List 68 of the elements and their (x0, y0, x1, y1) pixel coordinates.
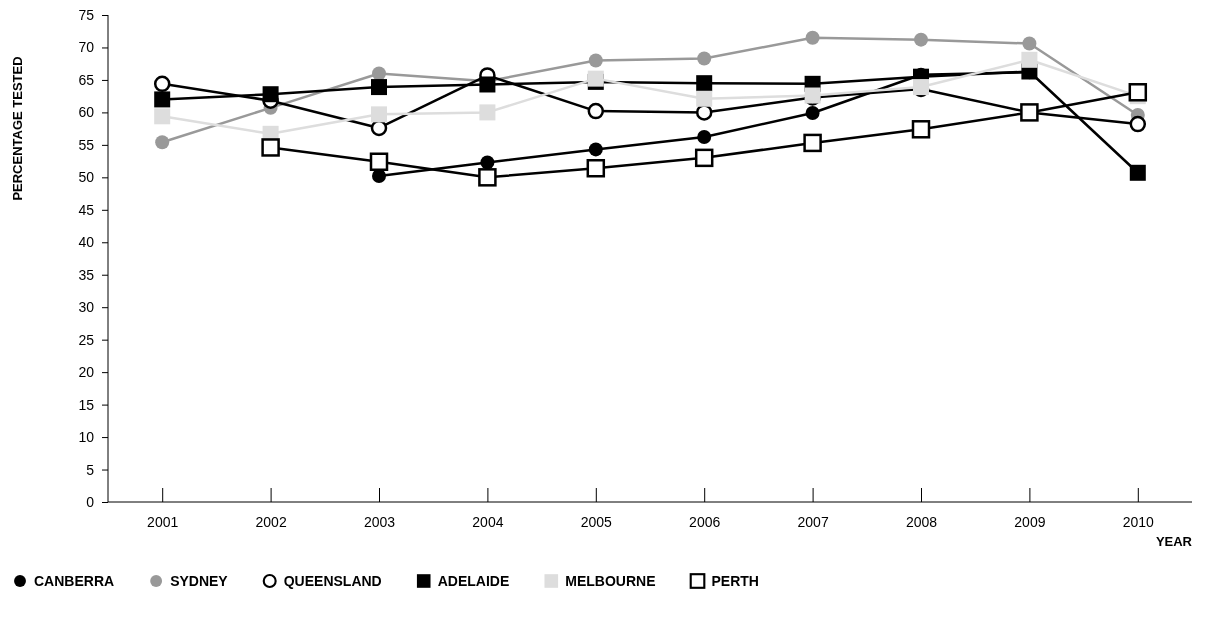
point (478, 168, 497, 187)
y-tick-label: 25 (78, 331, 95, 348)
x-tick-label: 2002 (255, 514, 287, 531)
y-tick-label: 75 (78, 6, 95, 23)
point (1129, 164, 1146, 181)
legend-label: QUEENSLAND (283, 572, 382, 589)
legend-label: MELBOURNE (565, 572, 656, 589)
x-tick-label: 2008 (905, 514, 938, 531)
x-tick-label: 2007 (797, 514, 829, 531)
x-tick-label: 2004 (472, 514, 504, 531)
point (1022, 36, 1037, 51)
point (262, 86, 279, 103)
point (803, 133, 822, 153)
x-tick-label: 2009 (1014, 514, 1046, 531)
point (588, 142, 603, 157)
point (154, 108, 171, 125)
point (696, 75, 713, 92)
y-tick-label: 45 (78, 201, 95, 218)
point (369, 152, 389, 171)
y-tick-label: 65 (78, 71, 95, 88)
point (371, 106, 387, 123)
point (371, 79, 387, 96)
x-tick-label: 2001 (147, 514, 179, 531)
legend-label: SYDNEY (170, 572, 229, 589)
point (588, 53, 603, 68)
point (805, 30, 820, 45)
y-tick-label: 50 (78, 169, 95, 186)
point (697, 51, 712, 66)
y-tick-label: 35 (78, 266, 95, 283)
point (911, 120, 931, 139)
point (914, 32, 928, 47)
point (154, 91, 171, 108)
point (587, 102, 605, 120)
point (479, 76, 496, 93)
point (694, 148, 714, 168)
point (1021, 51, 1038, 68)
y-tick-label: 15 (78, 396, 95, 413)
y-tick-label: 0 (86, 493, 95, 510)
point (479, 104, 496, 121)
x-tick-label: 2010 (1122, 514, 1155, 531)
point (805, 106, 820, 121)
point (480, 155, 495, 170)
legend-label: CANBERRA (34, 572, 115, 589)
y-axis-title: PERCENTAGE TESTED (10, 56, 25, 201)
point (155, 135, 170, 150)
x-tick-label: 2006 (689, 514, 721, 531)
y-tick-label: 10 (78, 429, 95, 446)
y-tick-label: 55 (78, 136, 95, 153)
y-tick-label: 40 (78, 234, 95, 251)
y-tick-label: 30 (78, 299, 95, 316)
point (372, 169, 386, 184)
legend-label: ADELAIDE (437, 572, 510, 589)
x-axis-title: YEAR (1155, 534, 1193, 549)
x-tick-label: 2003 (363, 514, 396, 531)
legend-label: PERTH (711, 572, 759, 589)
point (372, 66, 386, 81)
x-tick-label: 2005 (580, 514, 613, 531)
point (696, 90, 713, 107)
y-tick-label: 60 (78, 104, 95, 121)
y-tick-label: 5 (86, 461, 95, 478)
point (697, 130, 712, 145)
y-tick-label: 70 (78, 39, 95, 56)
point (1128, 83, 1148, 102)
point (1129, 115, 1147, 133)
y-tick-label: 20 (78, 364, 95, 381)
point (586, 158, 606, 178)
point (153, 75, 171, 93)
point (261, 138, 280, 157)
